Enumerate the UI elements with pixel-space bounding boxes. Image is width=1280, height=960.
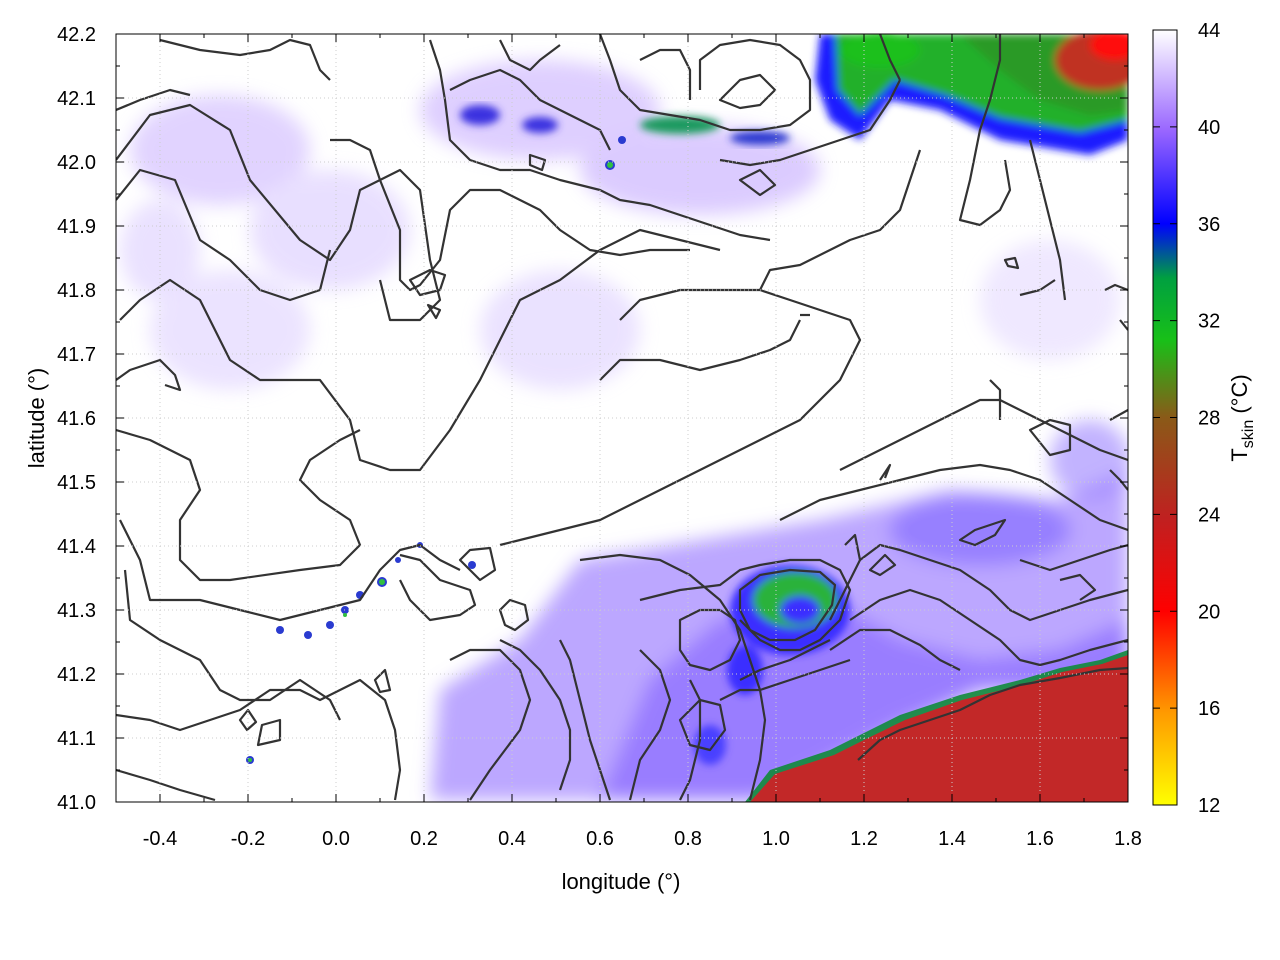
y-tick-label: 42.2	[57, 24, 96, 46]
x-tick-label: 0.0	[322, 828, 350, 850]
y-tick-label: 42.1	[57, 88, 96, 110]
y-tick-label: 41.8	[57, 280, 96, 302]
y-ticks: 41.0 41.1 41.2 41.3 41.4 41.5 41.6 41.7 41.8 41.9…	[57, 24, 1128, 814]
x-tick-label: 0.4	[498, 828, 526, 850]
colorbar-title-main: T	[1227, 448, 1252, 461]
x-tick-label: 1.2	[850, 828, 878, 850]
colorbar-title-unit: (°C)	[1227, 374, 1252, 419]
colorbar-tick-label: 12	[1198, 795, 1220, 817]
x-axis-title: longitude (°)	[562, 869, 681, 894]
y-tick-label: 41.9	[57, 216, 96, 238]
colorbar-tick-label: 24	[1198, 504, 1220, 526]
x-tick-label: -0.2	[231, 828, 265, 850]
y-tick-label: 41.3	[57, 600, 96, 622]
colorbar-tick-label: 32	[1198, 311, 1220, 333]
x-ticks: -0.4 -0.2 0.0 0.2 0.4 0.6 0.8 1.0 1.2 1.4 1.6 1.8	[115, 34, 1142, 850]
x-tick-label: 1.8	[1114, 828, 1142, 850]
x-tick-label: -0.4	[143, 828, 177, 850]
y-axis-title: latitude (°)	[24, 368, 49, 469]
colorbar-title: Tskin (°C)	[1227, 374, 1257, 461]
y-tick-label: 41.6	[57, 408, 96, 430]
colorbar-tick-label: 36	[1198, 214, 1220, 236]
colorbar-tick-label: 44	[1198, 20, 1220, 42]
x-tick-label: 1.6	[1026, 828, 1054, 850]
colorbar-tick-label: 40	[1198, 117, 1220, 139]
y-tick-label: 41.7	[57, 344, 96, 366]
colorbar-tick-label: 28	[1198, 408, 1220, 430]
colorbar-ticks: 12 16 20 24 28 32 36 40 44	[1153, 20, 1220, 817]
x-tick-label: 1.4	[938, 828, 966, 850]
x-tick-label: 0.8	[674, 828, 702, 850]
y-tick-label: 41.4	[57, 536, 96, 558]
y-tick-label: 41.5	[57, 472, 96, 494]
x-tick-label: 1.0	[762, 828, 790, 850]
colorbar-tick-label: 16	[1198, 698, 1220, 720]
colorbar-tick-label: 20	[1198, 601, 1220, 623]
x-tick-label: 0.2	[410, 828, 438, 850]
x-tick-label: 0.6	[586, 828, 614, 850]
y-tick-label: 41.0	[57, 792, 96, 814]
y-tick-label: 41.1	[57, 728, 96, 750]
y-tick-label: 42.0	[57, 152, 96, 174]
y-tick-label: 41.2	[57, 664, 96, 686]
grid-lines	[116, 33, 1129, 803]
colorbar-title-sub: skin	[1240, 420, 1257, 448]
